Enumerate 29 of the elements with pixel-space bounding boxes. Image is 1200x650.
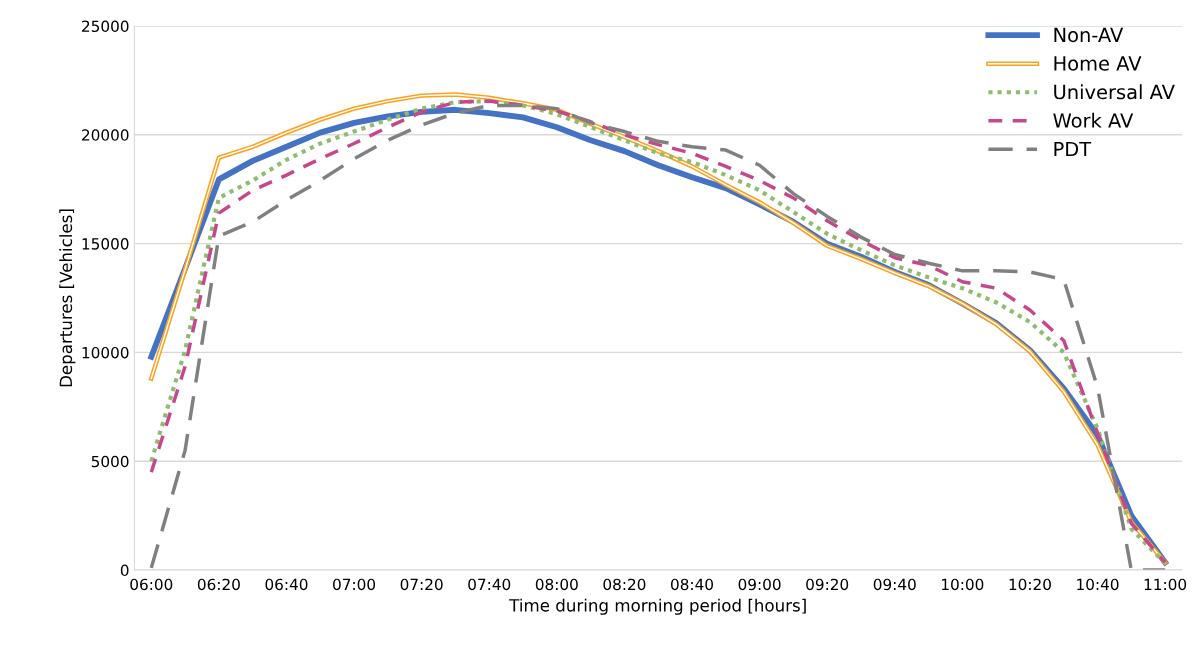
- x-tick-label: 11:00: [1144, 578, 1187, 591]
- x-axis-title: Time during morning period [hours]: [509, 598, 806, 615]
- x-tick-label: 10:20: [1009, 578, 1051, 591]
- y-tick-label: 5000: [91, 455, 129, 468]
- legend-label: PDT: [1054, 141, 1092, 157]
- x-tick-label: 08:20: [603, 578, 646, 591]
- x-tick-label: 06:00: [130, 578, 173, 591]
- y-tick-label: 15000: [82, 238, 129, 250]
- y-tick-label: 25000: [82, 20, 129, 33]
- x-tick-label: 07:40: [468, 578, 511, 591]
- legend-label: Universal AV: [1054, 84, 1175, 100]
- x-tick-label: 09:00: [738, 578, 781, 591]
- y-tick-label: 0: [120, 564, 129, 577]
- x-tick-label: 06:20: [197, 578, 240, 591]
- x-tick-label: 09:40: [873, 578, 916, 591]
- x-tick-label: 10:00: [942, 578, 984, 591]
- y-tick-label: 10000: [82, 346, 129, 359]
- x-tick-label: 10:40: [1077, 578, 1119, 591]
- y-axis-title: Departures [Vehicles]: [59, 209, 76, 387]
- y-tick-label: 20000: [82, 129, 129, 141]
- legend-label: Work AV: [1053, 112, 1134, 128]
- x-tick-label: 07:20: [400, 578, 443, 591]
- legend-label: Non-AV: [1054, 27, 1124, 43]
- legend-label: Home AV: [1054, 56, 1142, 71]
- x-tick-label: 08:40: [670, 578, 713, 591]
- x-tick-label: 06:40: [265, 578, 308, 591]
- x-tick-label: 07:00: [333, 578, 376, 591]
- x-tick-label: 09:20: [806, 578, 849, 591]
- x-tick-label: 08:00: [535, 578, 578, 591]
